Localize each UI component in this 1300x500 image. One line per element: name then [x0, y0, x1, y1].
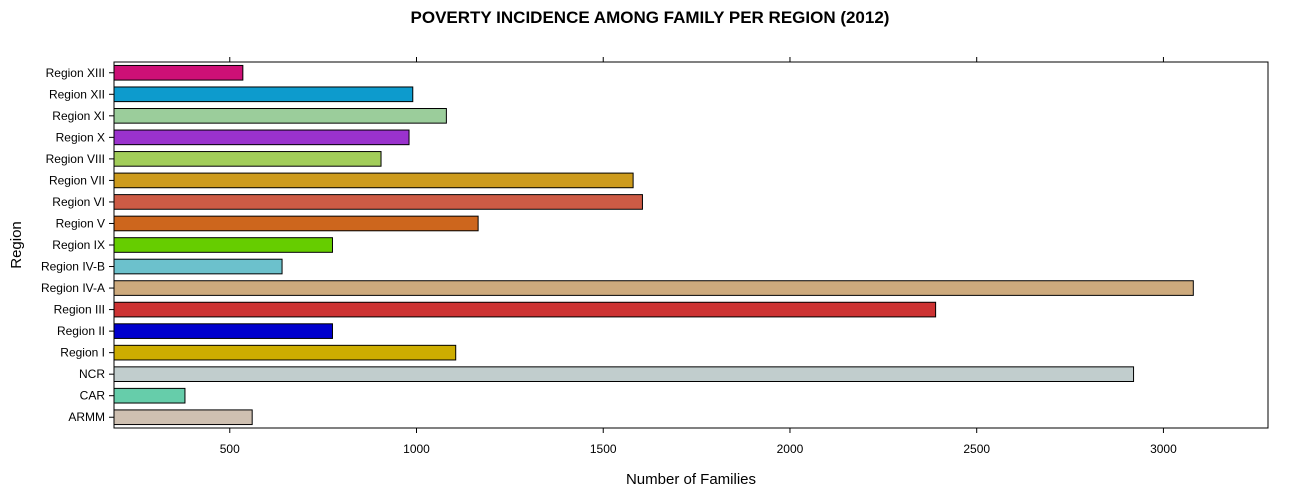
y-tick-label: Region XIII — [46, 66, 105, 80]
chart-title: POVERTY INCIDENCE AMONG FAMILY PER REGIO… — [411, 8, 890, 27]
bar-car — [113, 387, 186, 404]
bar-region-ix — [113, 237, 333, 253]
bar-region-ii — [113, 323, 333, 339]
bar-region-xiii — [113, 64, 244, 81]
y-tick-label: Region IX — [52, 238, 105, 252]
y-axis-label: Region — [8, 221, 25, 269]
bar-region-iv-b — [113, 258, 283, 275]
y-tick-label: Region IV-A — [41, 281, 105, 295]
bars — [113, 64, 1194, 426]
y-tick-label: Region X — [56, 130, 105, 144]
bar-region-viii — [113, 151, 382, 167]
y-tick-label: Region VII — [49, 173, 105, 187]
x-tick-label: 2000 — [777, 442, 804, 456]
bar-region-xii — [113, 86, 414, 103]
y-tick-label: Region XII — [49, 87, 105, 101]
bar-region-iii — [113, 301, 937, 318]
bar-region-x — [113, 129, 410, 146]
bar-region-vii — [113, 172, 634, 189]
y-tick-label: Region VI — [52, 195, 105, 209]
y-tick-label: Region II — [57, 324, 105, 338]
y-tick-label: Region XI — [52, 109, 105, 123]
x-tick-label: 1000 — [403, 442, 430, 456]
bar-armm — [113, 409, 253, 426]
bar-ncr — [113, 366, 1135, 382]
y-tick-label: ARMM — [68, 410, 105, 424]
y-tick-label: Region I — [60, 346, 105, 360]
x-axis-label: Number of Families — [626, 471, 756, 488]
bottom-ticks: 500 1000 1500 2000 2500 3000 — [220, 428, 1177, 456]
bar-region-xi — [113, 108, 447, 124]
y-tick-label: Region V — [56, 216, 105, 230]
y-tick-label: NCR — [79, 367, 105, 381]
y-tick-label: CAR — [80, 389, 106, 403]
y-tick-label: Region VIII — [46, 152, 105, 166]
bar-region-i — [113, 344, 457, 361]
bar-region-v — [113, 215, 479, 232]
x-tick-label: 1500 — [590, 442, 617, 456]
x-tick-label: 3000 — [1150, 442, 1177, 456]
x-tick-label: 2500 — [963, 442, 990, 456]
y-tick-label: Region IV-B — [41, 260, 105, 274]
x-tick-label: 500 — [220, 442, 240, 456]
y-tick-label: Region III — [54, 303, 105, 317]
bar-region-iv-a — [113, 280, 1194, 296]
category-labels: ARMM CAR NCR Region I Region II Region III Reg… — [41, 66, 114, 424]
bar-region-vi — [113, 194, 643, 210]
top-ticks — [229, 57, 1164, 62]
